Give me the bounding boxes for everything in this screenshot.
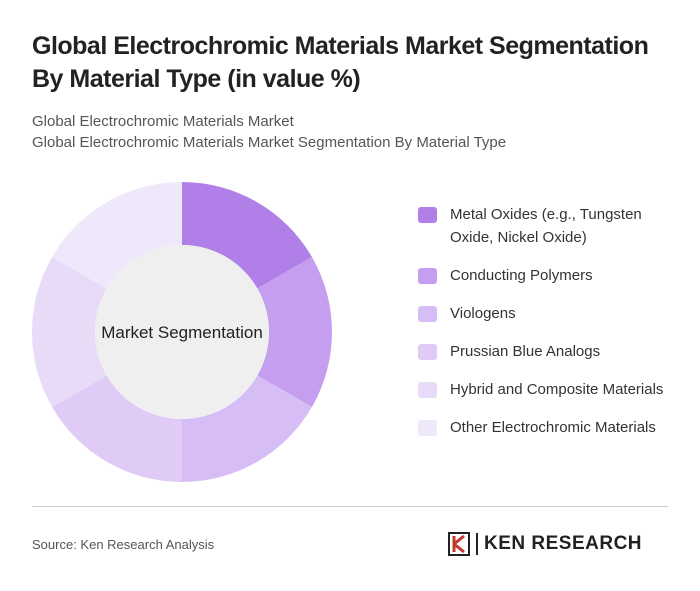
donut-segment <box>52 182 182 289</box>
legend-label: Prussian Blue Analogs <box>450 343 601 360</box>
subtitle: Global Electrochromic Materials Market <box>32 113 294 130</box>
legend-swatch <box>418 306 437 322</box>
legend-item: Hybrid and Composite Materials <box>418 378 688 401</box>
center-label: Market Segmentation <box>101 323 263 342</box>
legend-item: Viologens <box>418 302 688 325</box>
brand-name: KEN RESEARCH <box>476 533 642 555</box>
subtitle: Global Electrochromic Materials Market S… <box>32 134 507 151</box>
legend-swatch <box>418 382 437 398</box>
legend-label: Other Electrochromic Materials <box>450 419 656 436</box>
donut-segment <box>32 257 107 407</box>
legend: Metal Oxides (e.g., Tungsten Oxide, Nick… <box>418 203 688 454</box>
donut-segment <box>182 375 312 482</box>
legend-item: Metal Oxides (e.g., Tungsten Oxide, Nick… <box>418 203 688 249</box>
legend-swatch <box>418 344 437 360</box>
donut-hole <box>95 245 269 419</box>
legend-label: Viologens <box>450 305 516 322</box>
legend-item: Other Electrochromic Materials <box>418 416 688 439</box>
brand-logo: KEN RESEARCH <box>448 532 642 556</box>
donut-segment <box>52 375 182 482</box>
donut-segment <box>257 257 332 407</box>
legend-label: Conducting Polymers <box>450 267 593 284</box>
legend-label: Hybrid and Composite Materials <box>450 381 664 398</box>
source: Source: Ken Research Analysis <box>32 537 215 552</box>
legend-swatch <box>418 268 437 284</box>
legend-item: Prussian Blue Analogs <box>418 340 688 363</box>
chart-title: Global Electrochromic Materials Market S… <box>32 32 649 93</box>
legend-swatch <box>418 420 437 436</box>
legend-label: Metal Oxides (e.g., Tungsten Oxide, Nick… <box>450 206 642 246</box>
legend-item: Conducting Polymers <box>418 264 688 287</box>
divider <box>32 506 668 507</box>
legend-swatch <box>418 207 437 223</box>
chart: Market Segmentation <box>32 182 332 482</box>
donut-segment <box>182 182 312 289</box>
brand-icon <box>448 532 470 556</box>
